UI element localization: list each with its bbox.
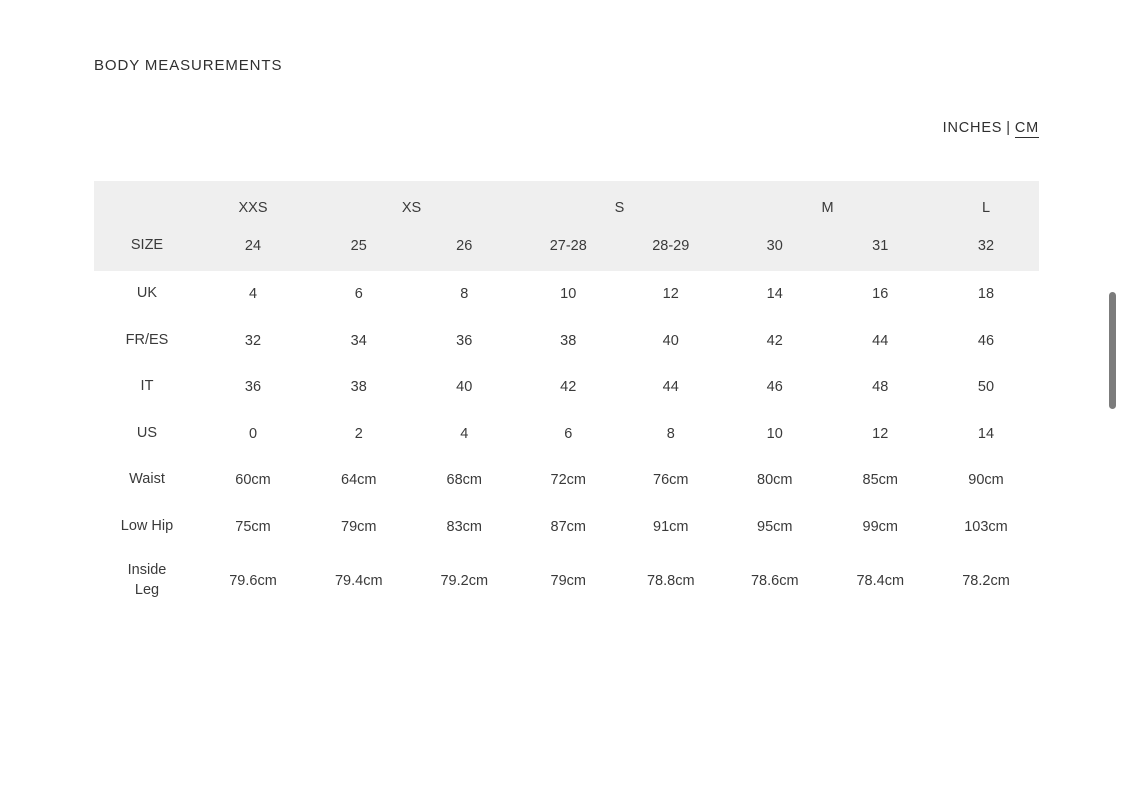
measurement-cell: 79cm (306, 503, 412, 550)
measurement-cell: 38 (517, 317, 620, 364)
measurement-cell: 12 (619, 271, 722, 318)
table-row: Waist 60cm 64cm 68cm 72cm 76cm 80cm 85cm 90cm (94, 457, 1039, 504)
measurement-cell: 72cm (517, 457, 620, 504)
measurement-cell: 6 (517, 410, 620, 457)
table-row: US 0 2 4 6 8 10 12 14 (94, 410, 1039, 457)
measurement-cell: 78.6cm (722, 550, 828, 612)
table-row: FR/ES 32 34 36 38 40 42 44 46 (94, 317, 1039, 364)
measurement-cell: 42 (517, 364, 620, 411)
measurement-cell: 91cm (619, 503, 722, 550)
measurement-cell: 4 (200, 271, 306, 318)
row-label-fr-es: FR/ES (94, 317, 200, 364)
measurement-cell: 83cm (411, 503, 517, 550)
measurement-cell: 10 (517, 271, 620, 318)
measurement-cell: 78.4cm (827, 550, 933, 612)
size-value-cell: 28-29 (619, 227, 722, 271)
measurement-cell: 14 (722, 271, 828, 318)
measurement-cell: 46 (933, 317, 1039, 364)
measurement-cell: 18 (933, 271, 1039, 318)
size-value-cell: 24 (200, 227, 306, 271)
size-group-l: L (933, 181, 1039, 227)
measurement-cell: 46 (722, 364, 828, 411)
measurement-cell: 103cm (933, 503, 1039, 550)
measurement-cell: 36 (411, 317, 517, 364)
measurement-cell: 8 (619, 410, 722, 457)
measurement-cell: 75cm (200, 503, 306, 550)
size-value-cell: 27-28 (517, 227, 620, 271)
size-value-cell: 30 (722, 227, 828, 271)
measurement-cell: 14 (933, 410, 1039, 457)
measurement-cell: 60cm (200, 457, 306, 504)
row-label-it: IT (94, 364, 200, 411)
row-label-uk: UK (94, 271, 200, 318)
measurement-cell: 48 (827, 364, 933, 411)
measurement-cell: 68cm (411, 457, 517, 504)
measurement-cell: 42 (722, 317, 828, 364)
row-label-waist: Waist (94, 457, 200, 504)
measurement-cell: 79.6cm (200, 550, 306, 612)
measurement-cell: 50 (933, 364, 1039, 411)
measurement-cell: 10 (722, 410, 828, 457)
size-numbers-row: SIZE 24 25 26 27-28 28-29 30 31 32 (94, 227, 1039, 271)
size-group-header-row: XXS XS S M L (94, 181, 1039, 227)
table-row: Inside Leg 79.6cm 79.4cm 79.2cm 79cm 78.8cm 78… (94, 550, 1039, 612)
unit-separator: | (1006, 120, 1011, 136)
row-label-inside-leg: Inside Leg (94, 550, 200, 612)
measurement-cell: 0 (200, 410, 306, 457)
size-group-m: M (722, 181, 933, 227)
group-row-spacer (94, 181, 200, 227)
measurement-cell: 4 (411, 410, 517, 457)
size-value-cell: 31 (827, 227, 933, 271)
size-value-cell: 25 (306, 227, 412, 271)
measurement-cell: 78.2cm (933, 550, 1039, 612)
unit-option-inches[interactable]: INCHES (942, 120, 1003, 136)
measurement-cell: 79.2cm (411, 550, 517, 612)
measurement-cell: 90cm (933, 457, 1039, 504)
table-row: IT 36 38 40 42 44 46 48 50 (94, 364, 1039, 411)
measurement-cell: 79.4cm (306, 550, 412, 612)
measurement-cell: 16 (827, 271, 933, 318)
measurement-cell: 32 (200, 317, 306, 364)
measurement-cell: 12 (827, 410, 933, 457)
measurement-cell: 99cm (827, 503, 933, 550)
measurement-cell: 87cm (517, 503, 620, 550)
unit-toggle: INCHES | CM (942, 120, 1039, 138)
page-scrollbar-track[interactable] (1108, 0, 1122, 785)
table-row: UK 4 6 8 10 12 14 16 18 (94, 271, 1039, 318)
measurement-cell: 85cm (827, 457, 933, 504)
row-label-us: US (94, 410, 200, 457)
measurement-cell: 8 (411, 271, 517, 318)
measurement-cell: 76cm (619, 457, 722, 504)
measurement-cell: 40 (411, 364, 517, 411)
size-group-xxs: XXS (200, 181, 306, 227)
size-chart-table-wrapper: XXS XS S M L SIZE 24 25 26 27-28 28-29 30 31 32 UK 4 6 8 1… (94, 181, 1039, 621)
size-value-cell: 26 (411, 227, 517, 271)
measurement-cell: 44 (619, 364, 722, 411)
measurement-cell: 34 (306, 317, 412, 364)
measurement-cell: 2 (306, 410, 412, 457)
measurement-cell: 64cm (306, 457, 412, 504)
size-chart-table: XXS XS S M L SIZE 24 25 26 27-28 28-29 30 31 32 UK 4 6 8 1… (94, 181, 1039, 612)
measurement-cell: 40 (619, 317, 722, 364)
size-group-s: S (517, 181, 722, 227)
unit-option-cm[interactable]: CM (1014, 120, 1039, 138)
size-value-cell: 32 (933, 227, 1039, 271)
measurement-cell: 79cm (517, 550, 620, 612)
measurement-cell: 44 (827, 317, 933, 364)
page-title: BODY MEASUREMENTS (94, 57, 283, 74)
measurement-cell: 78.8cm (619, 550, 722, 612)
row-label-size: SIZE (94, 227, 200, 271)
measurement-cell: 80cm (722, 457, 828, 504)
measurement-cell: 38 (306, 364, 412, 411)
size-group-xs: XS (306, 181, 517, 227)
page-scrollbar-thumb[interactable] (1109, 292, 1116, 409)
measurement-cell: 6 (306, 271, 412, 318)
row-label-low-hip: Low Hip (94, 503, 200, 550)
table-row: Low Hip 75cm 79cm 83cm 87cm 91cm 95cm 99cm 103cm (94, 503, 1039, 550)
measurement-cell: 36 (200, 364, 306, 411)
measurement-cell: 95cm (722, 503, 828, 550)
